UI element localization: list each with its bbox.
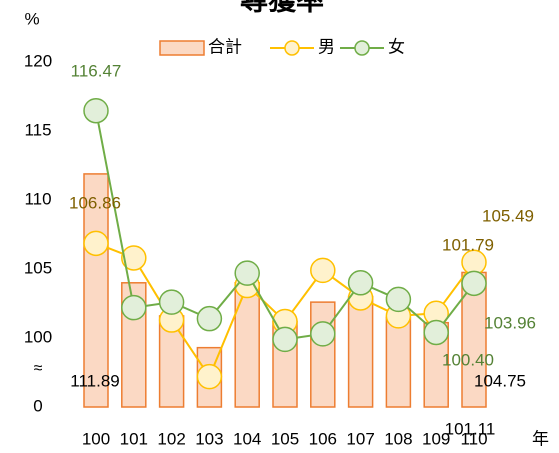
data-label: 106.86 <box>69 193 121 212</box>
marker <box>385 286 412 313</box>
x-tick-label: 110 <box>460 429 487 448</box>
bar <box>310 301 336 408</box>
x-tick-label: 104 <box>233 429 261 448</box>
bar <box>234 282 260 408</box>
y-tick-label: 115 <box>24 120 51 139</box>
marker <box>272 326 298 353</box>
marker <box>196 305 223 332</box>
legend-label: 男 <box>318 37 335 56</box>
marker <box>310 321 336 347</box>
data-label: 105.49 <box>482 206 534 225</box>
legend-label: 女 <box>388 37 405 56</box>
data-label: 104.75 <box>474 371 526 390</box>
marker <box>310 257 336 284</box>
y-tick-label: 100 <box>24 327 52 346</box>
marker <box>234 260 260 286</box>
marker <box>121 294 147 321</box>
marker <box>121 245 147 271</box>
y-tick-label: 0 <box>33 396 42 415</box>
marker <box>423 319 449 346</box>
x-tick-label: 108 <box>384 429 412 448</box>
x-tick-label: 107 <box>346 429 374 448</box>
x-tick-label: 106 <box>309 429 337 448</box>
marker <box>83 230 109 257</box>
marker <box>158 289 185 315</box>
y-axis-label: % <box>24 9 39 28</box>
x-tick-label: 101 <box>120 429 148 448</box>
legend-label: 合計 <box>208 37 242 56</box>
x-axis-label: 年 <box>532 429 549 448</box>
x-tick-label: 105 <box>271 429 299 448</box>
bar <box>385 316 412 408</box>
marker <box>196 363 223 390</box>
marker <box>347 270 374 296</box>
legend-swatch <box>354 40 370 56</box>
line <box>95 110 475 341</box>
data-label: 103.96 <box>484 313 536 332</box>
data-label: 111.89 <box>70 371 119 390</box>
data-label: 101.11 <box>445 419 496 438</box>
marker <box>461 270 487 297</box>
x-tick-label: 102 <box>157 429 185 448</box>
data-label: 101.79 <box>442 235 494 254</box>
y-tick-label: 110 <box>24 189 51 208</box>
x-tick-label: 109 <box>422 429 450 448</box>
data-label: 100.40 <box>442 350 494 369</box>
marker <box>83 97 109 124</box>
y-tick-label: 120 <box>24 51 52 70</box>
x-tick-label: 103 <box>195 429 223 448</box>
bar <box>83 173 109 408</box>
chart-title: 尋獲率 <box>240 0 324 15</box>
x-tick-label: 100 <box>82 429 110 448</box>
y-tick-label: 105 <box>24 258 52 277</box>
bar <box>347 295 374 408</box>
axis-break: ≈ <box>34 360 43 377</box>
legend-swatch <box>159 40 205 56</box>
data-label: 116.47 <box>71 61 122 80</box>
legend-swatch <box>284 40 300 56</box>
